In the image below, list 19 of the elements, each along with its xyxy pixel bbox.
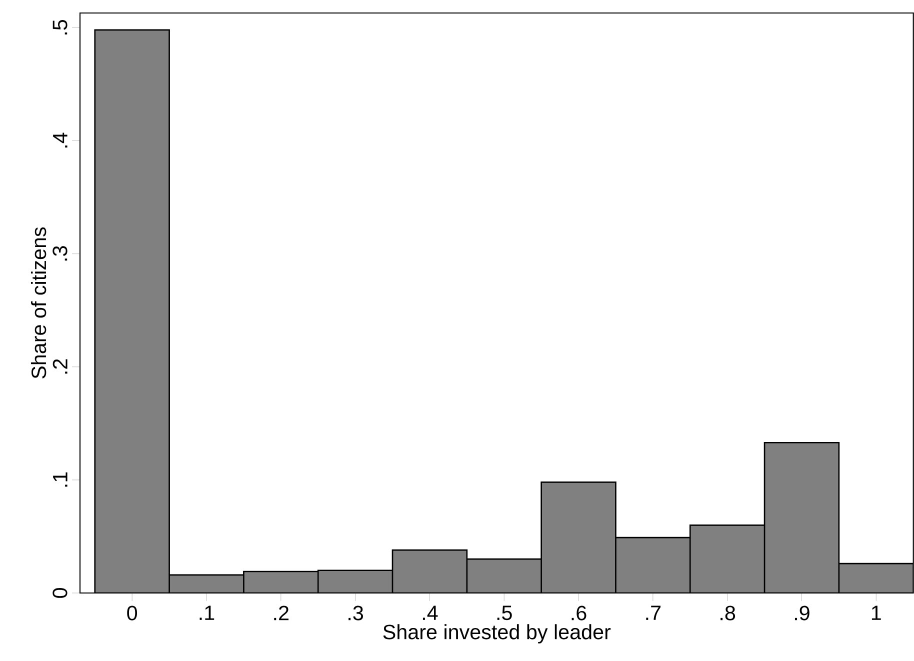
x-tick-label: .6 xyxy=(572,606,586,620)
x-tick-label: .5 xyxy=(497,606,512,620)
y-tick-label: .1 xyxy=(53,472,68,487)
x-tick-label: .7 xyxy=(646,606,661,620)
x-tick-label: .2 xyxy=(274,606,288,620)
x-tick-label: .4 xyxy=(422,606,438,620)
y-tick-label: .2 xyxy=(52,359,68,374)
y-tick-label: .5 xyxy=(52,20,68,34)
x-tick-label: .3 xyxy=(348,606,364,620)
x-tick-label: .8 xyxy=(720,606,736,620)
y-axis-title: Share of citizens xyxy=(30,227,46,378)
x-tick-label: .9 xyxy=(795,606,810,620)
y-tick-label: .4 xyxy=(53,132,68,148)
y-tick-label: 0 xyxy=(52,588,68,598)
x-axis-title: Share invested by leader xyxy=(383,624,611,644)
y-tick-label: .3 xyxy=(52,246,68,261)
x-tick-label: 1 xyxy=(872,606,881,620)
x-tick-label: .1 xyxy=(200,606,214,620)
x-tick-label: 0 xyxy=(127,606,138,620)
